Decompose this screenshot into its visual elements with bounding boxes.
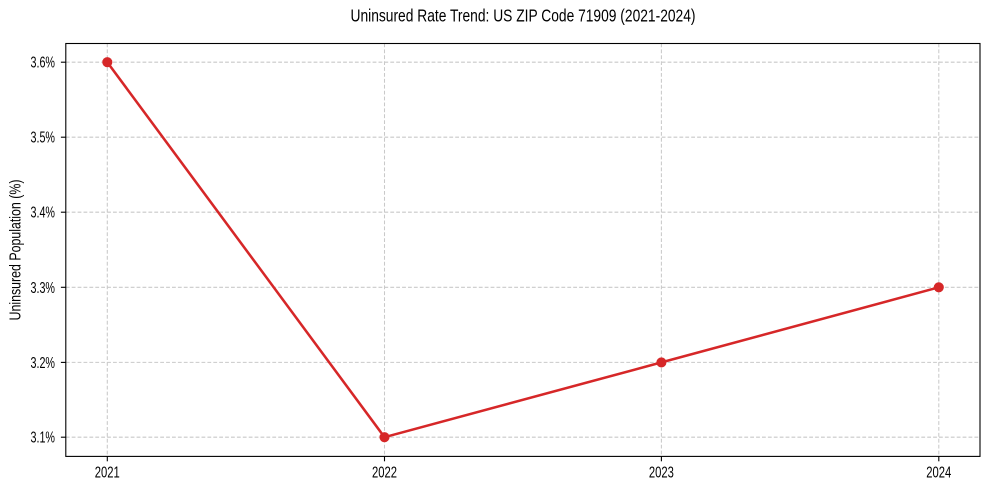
svg-text:2024: 2024	[926, 464, 951, 481]
svg-text:3.4%: 3.4%	[31, 205, 56, 222]
svg-text:3.2%: 3.2%	[31, 355, 56, 372]
svg-text:3.3%: 3.3%	[31, 280, 56, 297]
svg-text:2022: 2022	[372, 464, 397, 481]
svg-text:3.6%: 3.6%	[31, 55, 56, 72]
svg-text:3.1%: 3.1%	[31, 430, 56, 447]
svg-text:2021: 2021	[95, 464, 120, 481]
svg-text:Uninsured Rate Trend: US ZIP C: Uninsured Rate Trend: US ZIP Code 71909 …	[351, 7, 696, 26]
svg-text:Uninsured Population (%): Uninsured Population (%)	[8, 180, 25, 321]
svg-text:3.5%: 3.5%	[31, 130, 56, 147]
svg-text:2023: 2023	[649, 464, 674, 481]
